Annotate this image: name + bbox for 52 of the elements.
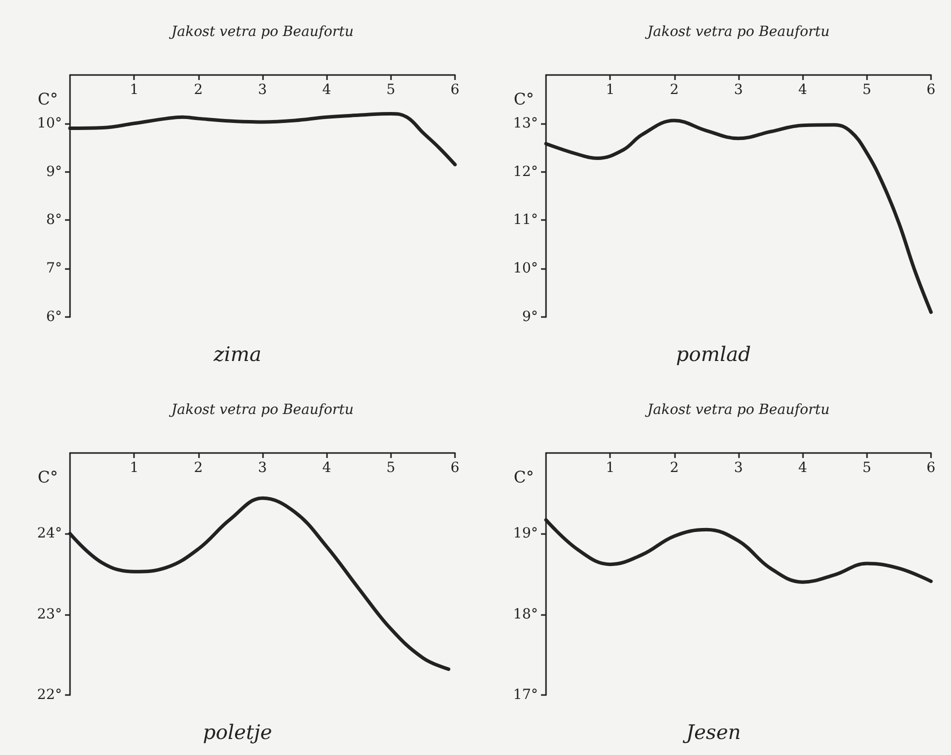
- x-tick-label: 5: [386, 82, 396, 98]
- y-tick-label: 19°: [513, 526, 538, 542]
- x-tick-label: 4: [798, 82, 808, 98]
- x-tick-label: 3: [258, 82, 267, 98]
- y-axis-title: C°: [38, 468, 58, 486]
- x-axis-title: Jakost vetra po Beaufortu: [644, 24, 830, 40]
- y-tick-label: 23°: [37, 606, 62, 622]
- x-axis-title: Jakost vetra po Beaufortu: [168, 402, 354, 418]
- y-tick-label: 9°: [522, 309, 538, 325]
- y-tick-label: 13°: [513, 115, 538, 132]
- x-tick-label: 5: [862, 82, 872, 98]
- x-tick-label: 6: [926, 460, 936, 476]
- x-tick-label: 3: [258, 460, 267, 476]
- text: Jesen: [682, 720, 741, 744]
- x-tick-label: 6: [926, 82, 936, 98]
- text: poletje: [202, 720, 272, 744]
- x-tick-label: 5: [862, 460, 872, 476]
- x-tick-label: 5: [386, 460, 396, 476]
- x-tick-label: 2: [194, 460, 203, 476]
- x-tick-label: 6: [450, 82, 460, 98]
- y-tick-label: 6°: [46, 309, 62, 325]
- y-tick-label: 7°: [46, 260, 62, 277]
- text: pomlad: [676, 342, 751, 366]
- x-tick-label: 1: [606, 460, 615, 476]
- x-tick-label: 2: [670, 460, 679, 476]
- x-tick-label: 4: [322, 82, 332, 98]
- y-tick-label: 24°: [37, 526, 62, 542]
- x-tick-label: 4: [322, 460, 332, 476]
- y-tick-label: 10°: [513, 260, 538, 277]
- y-tick-label: 17°: [513, 687, 538, 703]
- y-axis-title: C°: [514, 90, 534, 108]
- y-axis-title: C°: [514, 468, 534, 486]
- x-tick-label: 3: [734, 460, 743, 476]
- y-tick-label: 9°: [46, 164, 62, 180]
- x-tick-label: 2: [194, 82, 203, 98]
- x-tick-label: 2: [670, 82, 679, 98]
- x-tick-label: 4: [798, 460, 808, 476]
- y-tick-label: 8°: [46, 212, 62, 228]
- y-tick-label: 18°: [513, 606, 538, 622]
- y-tick-label: 22°: [37, 687, 62, 703]
- x-tick-label: 3: [734, 82, 743, 98]
- x-tick-label: 1: [130, 460, 139, 476]
- y-tick-label: 11°: [513, 212, 538, 228]
- y-tick-label: 10°: [37, 115, 62, 132]
- y-axis-title: C°: [38, 90, 58, 108]
- x-tick-label: 6: [450, 460, 460, 476]
- y-tick-label: 12°: [513, 164, 538, 180]
- x-tick-label: 1: [130, 82, 139, 98]
- x-axis-title: Jakost vetra po Beaufortu: [644, 402, 830, 418]
- x-axis-title: Jakost vetra po Beaufortu: [168, 24, 354, 40]
- text: zima: [212, 342, 262, 366]
- x-tick-label: 1: [606, 82, 615, 98]
